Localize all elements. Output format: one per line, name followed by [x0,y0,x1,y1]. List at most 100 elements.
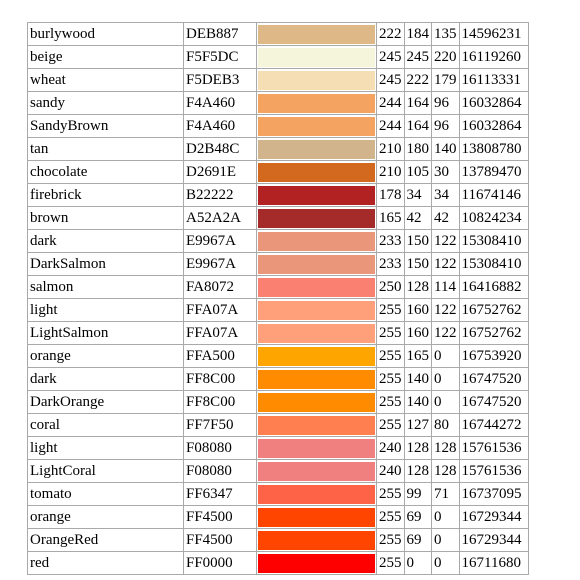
color-swatch [258,277,375,297]
red-value-cell: 255 [376,298,405,322]
table-row: dark FF8C00 255 140 0 16747520 [27,367,529,391]
color-swatch [258,553,375,573]
color-swatch-cell [256,528,377,552]
color-swatch [258,300,375,320]
red-value-cell: 255 [376,482,405,506]
hex-code-cell: FA8072 [183,275,257,299]
color-swatch [258,392,375,412]
color-name-cell: sandy [27,91,184,115]
color-swatch-cell [256,390,377,414]
color-swatch-cell [256,252,377,276]
blue-value-cell: 135 [431,22,460,46]
color-name-cell: DarkOrange [27,390,184,414]
decimal-value-cell: 16711680 [458,551,529,575]
color-swatch-cell [256,367,377,391]
blue-value-cell: 0 [431,344,460,368]
blue-value-cell: 96 [431,91,460,115]
table-row: salmon FA8072 250 128 114 16416882 [27,275,529,299]
color-swatch-cell [256,160,377,184]
red-value-cell: 240 [376,436,405,460]
red-value-cell: 222 [376,22,405,46]
red-value-cell: 233 [376,252,405,276]
hex-code-cell: FF6347 [183,482,257,506]
green-value-cell: 160 [403,298,432,322]
table-row: SandyBrown F4A460 244 164 96 16032864 [27,114,529,138]
green-value-cell: 165 [403,344,432,368]
color-swatch-cell [256,436,377,460]
color-name-cell: tomato [27,482,184,506]
color-swatch [258,507,375,527]
color-name-cell: firebrick [27,183,184,207]
color-swatch-cell [256,91,377,115]
color-swatch [258,438,375,458]
decimal-value-cell: 16752762 [458,298,529,322]
green-value-cell: 180 [403,137,432,161]
blue-value-cell: 0 [431,528,460,552]
hex-code-cell: F08080 [183,436,257,460]
table-row: wheat F5DEB3 245 222 179 16113331 [27,68,529,92]
color-swatch-cell [256,551,377,575]
red-value-cell: 245 [376,68,405,92]
color-swatch-cell [256,413,377,437]
hex-code-cell: D2B48C [183,137,257,161]
blue-value-cell: 71 [431,482,460,506]
color-name-cell: light [27,298,184,322]
decimal-value-cell: 11674146 [458,183,529,207]
decimal-value-cell: 10824234 [458,206,529,230]
hex-code-cell: FF8C00 [183,367,257,391]
green-value-cell: 0 [403,551,432,575]
blue-value-cell: 80 [431,413,460,437]
blue-value-cell: 0 [431,505,460,529]
hex-code-cell: E9967A [183,252,257,276]
blue-value-cell: 0 [431,367,460,391]
green-value-cell: 222 [403,68,432,92]
color-name-cell: light [27,436,184,460]
color-swatch-cell [256,68,377,92]
color-name-cell: chocolate [27,160,184,184]
green-value-cell: 99 [403,482,432,506]
color-swatch [258,530,375,550]
decimal-value-cell: 15761536 [458,436,529,460]
blue-value-cell: 122 [431,321,460,345]
decimal-value-cell: 13789470 [458,160,529,184]
color-swatch [258,369,375,389]
table-row: light F08080 240 128 128 15761536 [27,436,529,460]
color-name-cell: tan [27,137,184,161]
blue-value-cell: 128 [431,436,460,460]
color-swatch [258,185,375,205]
decimal-value-cell: 16119260 [458,45,529,69]
color-swatch [258,208,375,228]
decimal-value-cell: 16032864 [458,114,529,138]
color-swatch [258,93,375,113]
blue-value-cell: 128 [431,459,460,483]
green-value-cell: 160 [403,321,432,345]
green-value-cell: 184 [403,22,432,46]
color-swatch-cell [256,137,377,161]
table-row: orange FF4500 255 69 0 16729344 [27,505,529,529]
color-name-cell: wheat [27,68,184,92]
green-value-cell: 42 [403,206,432,230]
hex-code-cell: FF7F50 [183,413,257,437]
color-swatch [258,116,375,136]
color-name-cell: coral [27,413,184,437]
hex-code-cell: A52A2A [183,206,257,230]
table-row: OrangeRed FF4500 255 69 0 16729344 [27,528,529,552]
red-value-cell: 240 [376,459,405,483]
hex-code-cell: F08080 [183,459,257,483]
table-row: sandy F4A460 244 164 96 16032864 [27,91,529,115]
color-swatch [258,231,375,251]
red-value-cell: 255 [376,551,405,575]
color-name-cell: DarkSalmon [27,252,184,276]
color-swatch-cell [256,275,377,299]
decimal-value-cell: 15761536 [458,459,529,483]
blue-value-cell: 34 [431,183,460,207]
hex-code-cell: FF4500 [183,528,257,552]
decimal-value-cell: 16747520 [458,367,529,391]
color-name-cell: salmon [27,275,184,299]
blue-value-cell: 140 [431,137,460,161]
decimal-value-cell: 16752762 [458,321,529,345]
table-row: tomato FF6347 255 99 71 16737095 [27,482,529,506]
table-row: DarkOrange FF8C00 255 140 0 16747520 [27,390,529,414]
red-value-cell: 210 [376,137,405,161]
red-value-cell: 255 [376,505,405,529]
